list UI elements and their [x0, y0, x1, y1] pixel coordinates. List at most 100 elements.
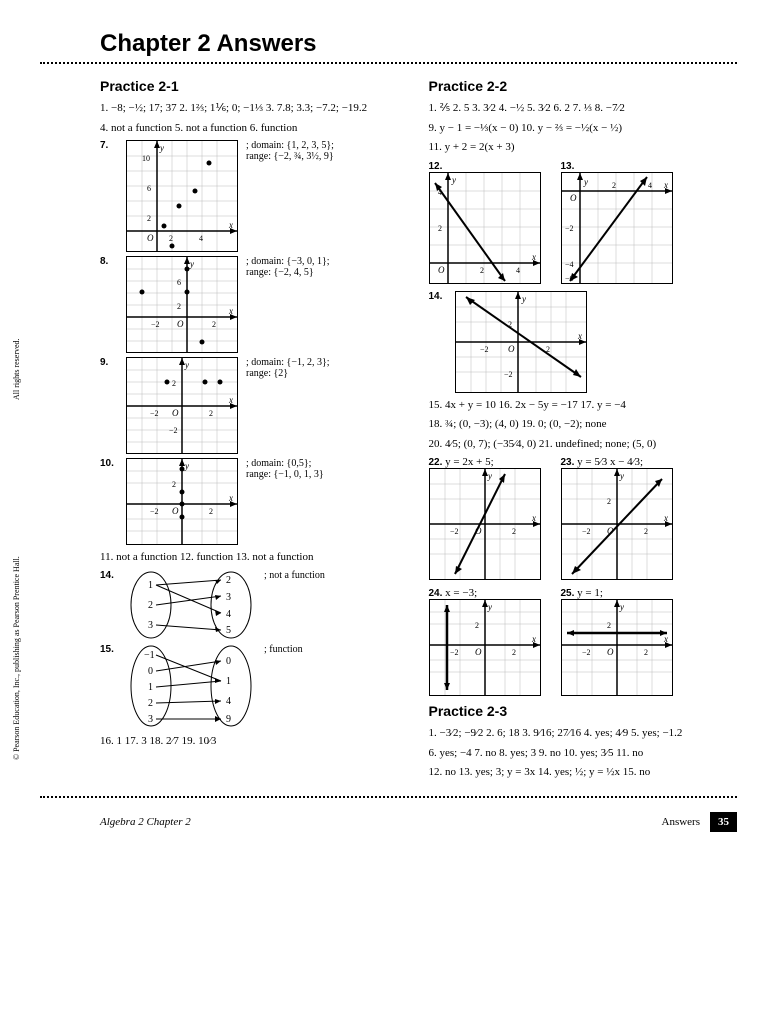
svg-text:x: x — [228, 220, 233, 230]
svg-text:2: 2 — [177, 302, 181, 311]
graph-25: yx O 2 −22 — [561, 599, 673, 696]
svg-text:O: O — [508, 344, 515, 354]
svg-text:−2: −2 — [150, 409, 159, 418]
p23-l1: 1. −3⁄2; −9⁄2 2. 6; 18 3. 9⁄16; 27⁄16 4.… — [429, 725, 738, 742]
svg-text:y: y — [487, 602, 492, 612]
svg-text:O: O — [177, 319, 184, 329]
p21-l2: 4. not a function 5. not a function 6. f… — [100, 120, 409, 137]
svg-text:4: 4 — [226, 609, 231, 620]
copyright-side-1: All rights reserved. — [12, 338, 21, 400]
p22-l6: 20. 4⁄5; (0, 7); (−35⁄4, 0) 21. undefine… — [429, 436, 738, 453]
graph-9: y x O 2−2 −22 — [126, 357, 238, 454]
svg-text:−2: −2 — [504, 370, 513, 379]
divider-bottom — [40, 796, 737, 798]
p23-l2: 6. yes; −4 7. no 8. yes; 3 9. no 10. yes… — [429, 745, 738, 762]
svg-text:x: x — [531, 634, 536, 644]
p22-l4: 15. 4x + y = 10 16. 2x − 5y = −17 17. y … — [429, 397, 738, 414]
svg-text:4: 4 — [199, 234, 203, 243]
p21-l3: 11. not a function 12. function 13. not … — [100, 549, 409, 566]
svg-text:2: 2 — [148, 600, 153, 611]
g25-eq: y = 1; — [577, 587, 603, 599]
svg-text:x: x — [531, 513, 536, 523]
g9-num: 9. — [100, 357, 118, 368]
svg-text:x: x — [228, 306, 233, 316]
svg-text:y: y — [189, 259, 194, 269]
svg-text:−2: −2 — [450, 527, 459, 536]
svg-text:1: 1 — [226, 676, 231, 687]
svg-text:−2: −2 — [582, 527, 591, 536]
page-number: 35 — [710, 812, 737, 832]
graph-12: yx O 42 24 — [429, 172, 541, 284]
g22-num: 22. — [429, 457, 443, 468]
svg-text:2: 2 — [607, 621, 611, 630]
g15-desc: ; function — [264, 644, 409, 655]
g8-num: 8. — [100, 256, 118, 267]
svg-text:y: y — [619, 471, 624, 481]
svg-text:−2: −2 — [169, 426, 178, 435]
svg-text:x: x — [228, 493, 233, 503]
svg-text:−2: −2 — [151, 320, 160, 329]
svg-text:4: 4 — [226, 696, 231, 707]
svg-text:3: 3 — [148, 714, 153, 725]
g8-range: range: {−2, 4, 5} — [246, 267, 409, 278]
svg-text:y: y — [521, 294, 526, 304]
footer-left: Algebra 2 Chapter 2 — [100, 816, 191, 828]
svg-text:2: 2 — [612, 181, 616, 190]
g14-num: 14. — [100, 570, 118, 581]
p21-l4: 16. 1 17. 3 18. 2⁄7 19. 10⁄3 — [100, 733, 409, 750]
p22-title: Practice 2-2 — [429, 78, 738, 94]
svg-text:x: x — [228, 395, 233, 405]
svg-text:−1: −1 — [144, 650, 155, 661]
svg-text:y: y — [451, 175, 456, 185]
svg-text:4: 4 — [648, 181, 652, 190]
svg-text:5: 5 — [226, 625, 231, 636]
svg-text:1: 1 — [148, 682, 153, 693]
svg-text:x: x — [663, 513, 668, 523]
graph-14b: yx O 2−2 −22 — [455, 291, 587, 393]
svg-text:3: 3 — [226, 592, 231, 603]
graph-23: yx O 2 −22 — [561, 468, 673, 580]
svg-text:x: x — [531, 252, 536, 262]
graph-22: yx O −22 — [429, 468, 541, 580]
svg-text:0: 0 — [226, 656, 231, 667]
svg-text:2: 2 — [148, 698, 153, 709]
svg-text:2: 2 — [438, 224, 442, 233]
g23-eq: y = 5⁄3 x − 4⁄3; — [577, 456, 643, 468]
svg-text:−2: −2 — [450, 648, 459, 657]
chapter-title: Chapter 2 Answers — [100, 30, 737, 58]
footer-right: Answers — [662, 816, 701, 828]
svg-text:2: 2 — [169, 234, 173, 243]
g25-num: 25. — [561, 588, 575, 599]
svg-text:−2: −2 — [480, 345, 489, 354]
g8-domain: ; domain: {−3, 0, 1}; — [246, 256, 409, 267]
svg-text:2: 2 — [212, 320, 216, 329]
svg-text:2: 2 — [172, 480, 176, 489]
g24-num: 24. — [429, 588, 443, 599]
p22-l5: 18. ¾; (0, −3); (4, 0) 19. 0; (0, −2); n… — [429, 416, 738, 433]
svg-text:y: y — [184, 360, 189, 370]
g9-range: range: {2} — [246, 368, 409, 379]
svg-text:y: y — [159, 143, 164, 153]
svg-text:9: 9 — [226, 714, 231, 725]
svg-text:y: y — [583, 177, 588, 187]
g7-range: range: {−2, ¾, 3½, 9} — [246, 151, 409, 162]
g10-domain: ; domain: {0,5}; — [246, 458, 409, 469]
svg-text:6: 6 — [147, 184, 151, 193]
svg-text:O: O — [438, 265, 445, 275]
divider-top — [40, 62, 737, 64]
svg-text:O: O — [570, 193, 577, 203]
svg-text:4: 4 — [516, 266, 520, 275]
svg-text:2: 2 — [480, 266, 484, 275]
right-column: Practice 2-2 1. ⅖ 2. 5 3. 3⁄2 4. −½ 5. 3… — [429, 74, 738, 784]
p21-title: Practice 2-1 — [100, 78, 409, 94]
graph-24: yx O 2 −22 — [429, 599, 541, 696]
svg-text:6: 6 — [177, 278, 181, 287]
g15-num: 15. — [100, 644, 118, 655]
g24-eq: x = −3; — [445, 587, 477, 599]
svg-text:2: 2 — [147, 214, 151, 223]
svg-text:2: 2 — [172, 379, 176, 388]
p23-l3: 12. no 13. yes; 3; y = 3x 14. yes; ½; y … — [429, 764, 738, 781]
g7-domain: ; domain: {1, 2, 3, 5}; — [246, 140, 409, 151]
p22-l2: 9. y − 1 = −⅓(x − 0) 10. y − ⅔ = −½(x − … — [429, 120, 738, 137]
svg-text:10: 10 — [142, 154, 150, 163]
